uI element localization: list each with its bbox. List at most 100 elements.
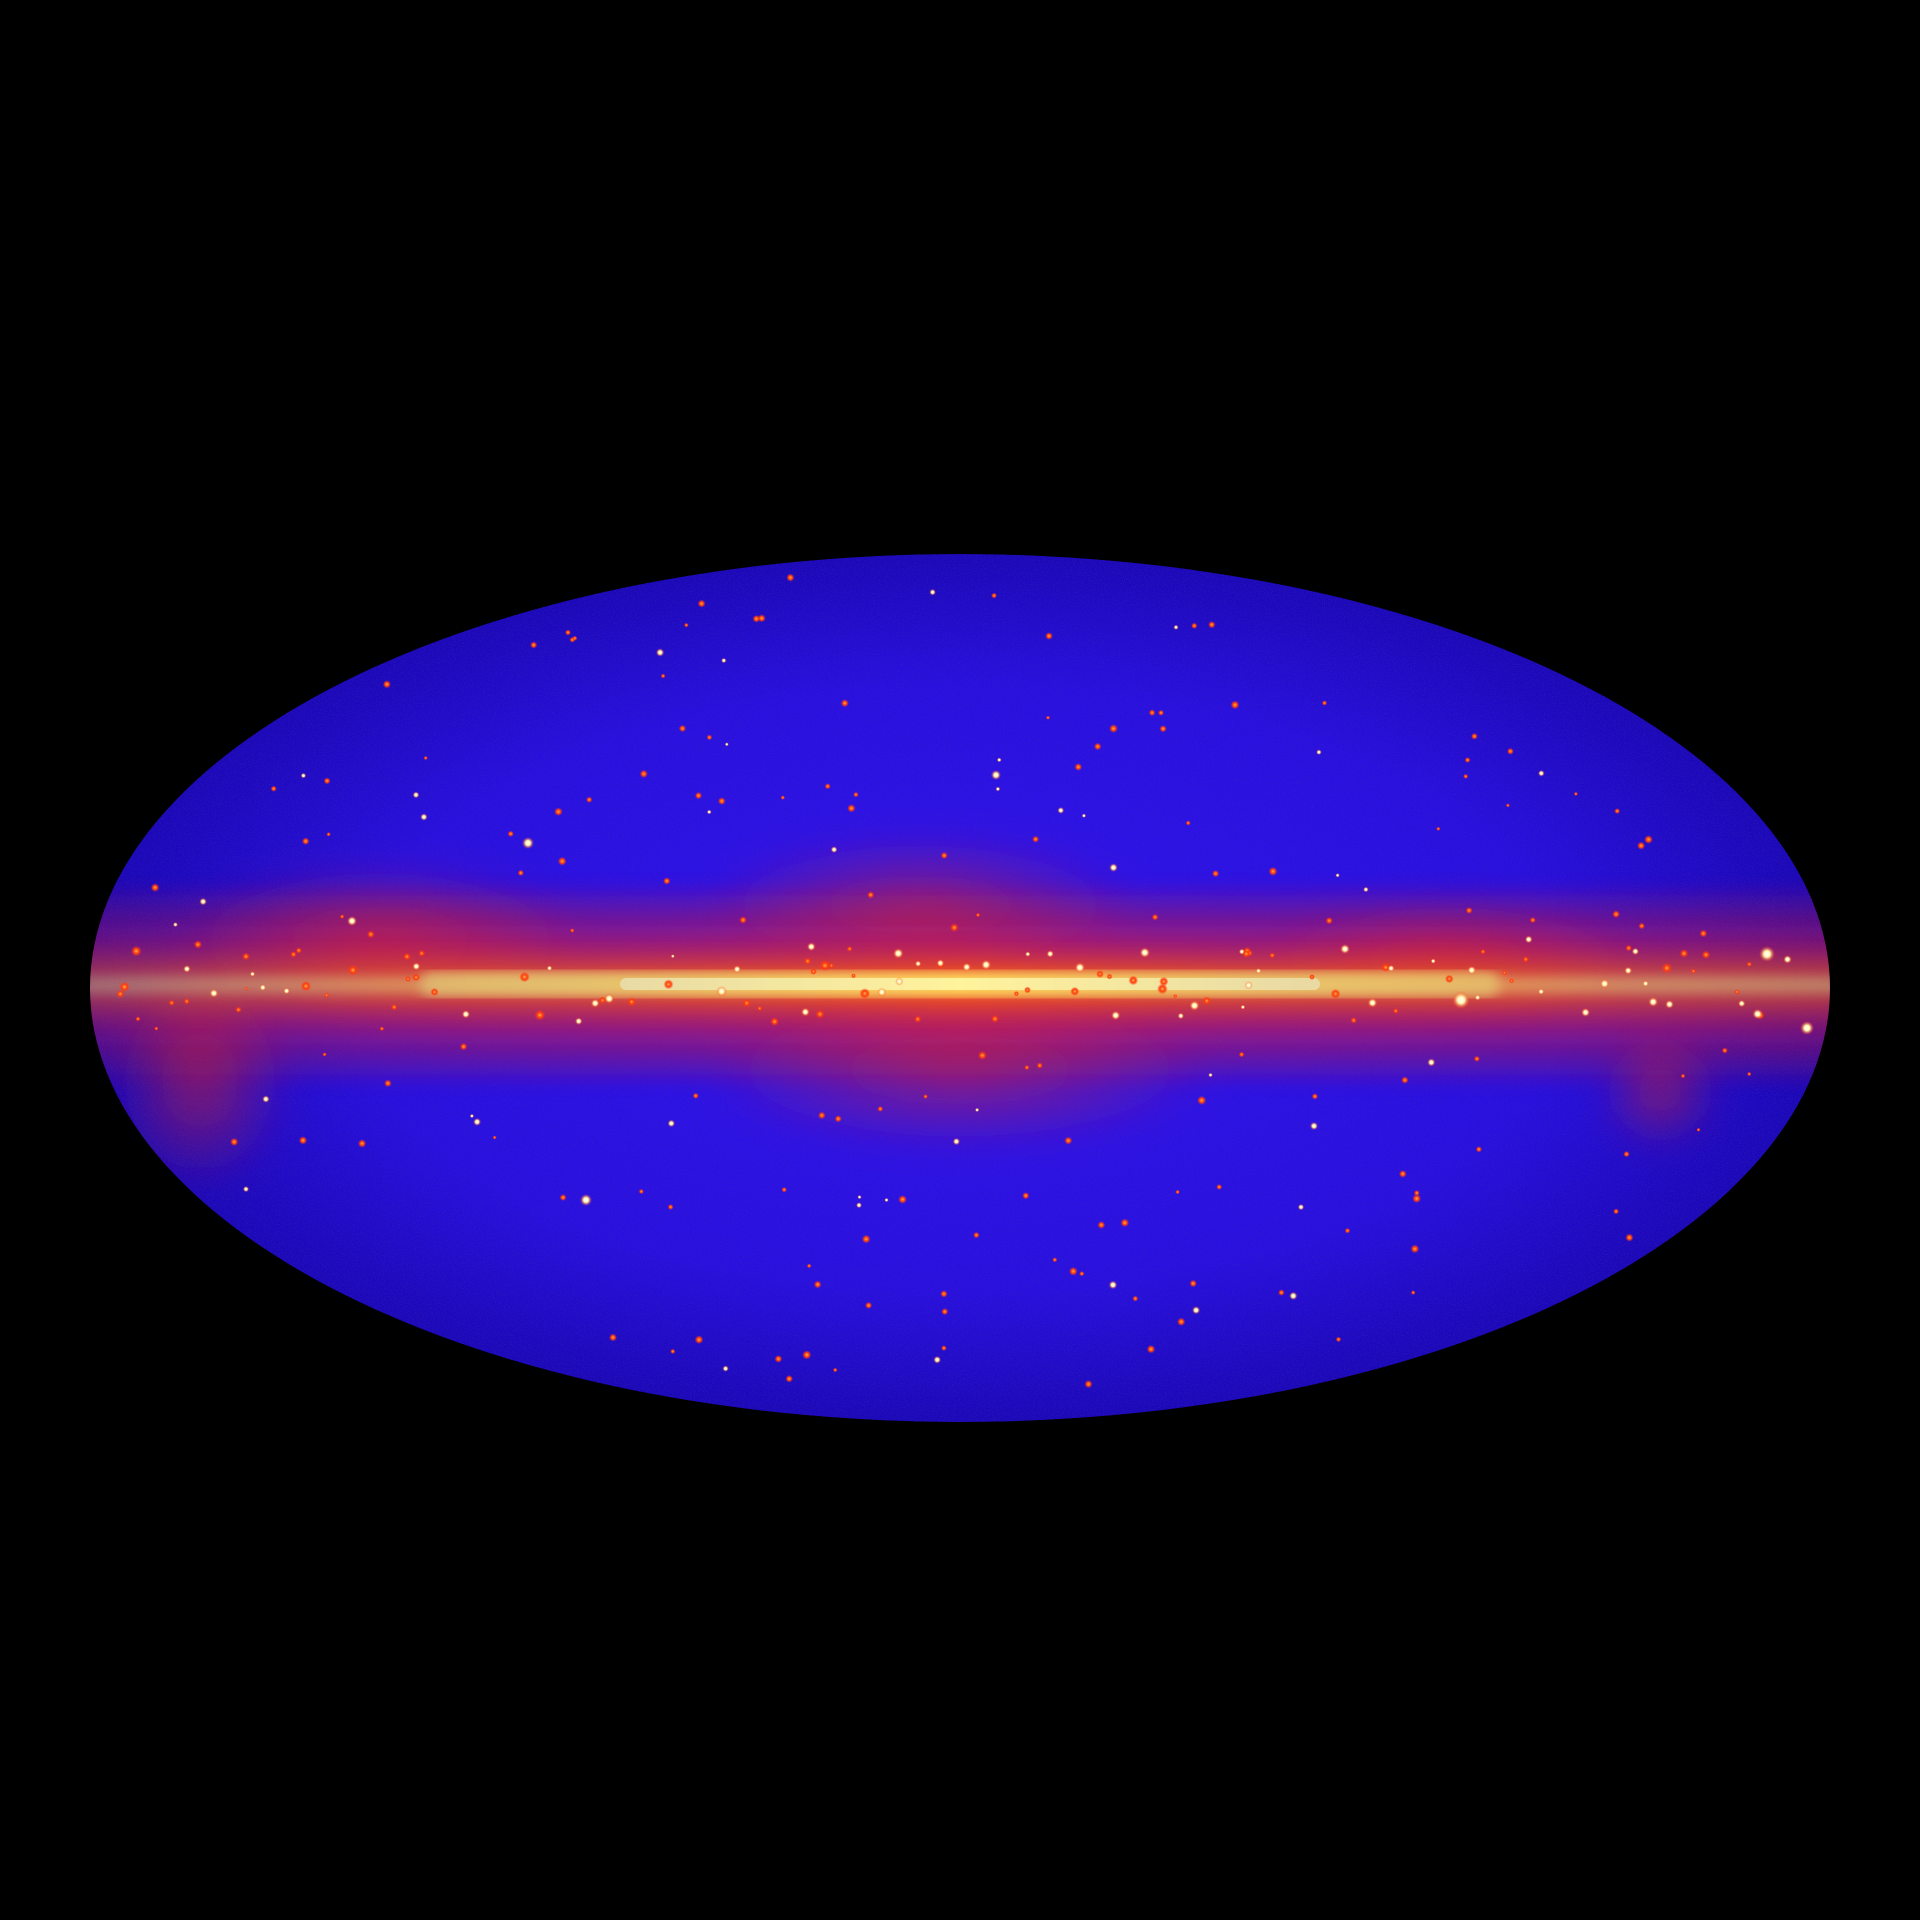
point-source-dot [507,830,514,837]
point-source-dot [1475,1146,1482,1153]
point-source-dot [1509,978,1515,984]
point-source-dot [867,891,875,899]
point-source-dot [403,952,411,961]
point-source-dot [1189,1000,1200,1011]
point-source-dot [1106,973,1113,980]
point-source-dot [135,1016,141,1022]
point-source-dot [517,869,524,877]
point-source-dot [559,1194,567,1201]
point-source-dot [574,1017,583,1025]
point-source-dot [554,807,563,816]
point-source-dot [706,809,712,815]
point-source-dot [1013,991,1020,997]
point-source-dot [1387,964,1395,972]
point-source-dot [974,1107,980,1113]
point-source-dot [1350,1017,1357,1024]
point-source-dot [824,783,831,790]
point-source-dot [706,734,713,741]
point-source-dot [609,1333,617,1342]
point-source-dot [423,755,428,761]
point-source-dot [1471,733,1478,740]
point-source-dot [1800,1021,1814,1035]
point-source-dot [806,942,816,952]
point-source-dot [1642,980,1649,987]
point-source-dot [981,959,992,970]
point-source-dot [898,1195,907,1204]
point-source-dot [1309,974,1315,980]
point-source-dot [473,1117,482,1126]
point-source-dot [1036,1062,1043,1069]
point-source-dot [1191,622,1198,629]
point-source-dot [249,971,256,977]
point-source-dot [116,989,125,999]
point-source-dot [1529,917,1536,924]
point-source-dot [973,1231,980,1239]
point-source-dot [1081,813,1087,818]
point-source-dot [884,1197,889,1203]
point-source-dot [1614,808,1621,814]
point-source-dot [684,622,689,628]
point-source-dot [914,1015,922,1023]
point-source-dot [1680,1073,1686,1079]
point-source-dot [405,976,411,982]
point-source-dot [1325,917,1333,925]
point-source-dot [810,968,817,975]
point-source-dot [1507,747,1514,755]
point-source-dot [1311,1093,1318,1100]
point-source-dot [1069,1267,1078,1276]
point-source-dot [1108,1280,1118,1290]
point-source-dot [1157,983,1168,995]
point-source-dot [1024,986,1031,994]
point-source-dot [459,1042,468,1051]
point-source-dot [923,1094,928,1099]
point-source-dot [172,922,178,928]
point-source-dot [1064,1136,1073,1145]
point-source-dot [391,1003,398,1011]
point-source-dot [347,965,359,976]
point-source-dot [1393,1008,1399,1014]
point-source-dot [991,1014,999,1023]
sky-ellipse [90,554,1830,1422]
point-source-dot [1631,947,1640,956]
point-source-dot [724,742,729,747]
point-source-dot [893,948,904,959]
point-source-dot [1759,946,1775,962]
point-source-dot [1045,715,1051,720]
point-source-dot [815,1009,825,1019]
point-source-dot [1244,981,1253,990]
point-source-dot [492,1135,497,1140]
point-source-dot [847,804,856,813]
point-source-dot [991,592,997,599]
point-source-dot [586,796,593,803]
point-source-dot [1613,1208,1619,1215]
point-source-dot [1057,807,1065,814]
point-source-dot [1648,996,1659,1007]
point-source-dot [1278,1289,1285,1296]
point-source-dot [802,1350,812,1360]
point-source-dot [1132,1295,1139,1302]
point-source-dot [1094,742,1102,751]
point-source-dot [1467,965,1477,975]
point-source-dot [270,785,277,792]
point-source-dot [1335,873,1340,878]
point-source-dot [1159,725,1167,733]
point-source-dot [853,791,859,798]
point-source-dot [1399,1170,1407,1178]
point-source-dot [1175,1189,1180,1195]
point-source-dot [412,962,421,971]
point-source-dot [154,1026,159,1031]
point-source-dot [785,1375,793,1383]
point-source-dot [300,772,307,779]
point-source-dot [1173,624,1179,630]
point-source-dot [1522,956,1529,963]
point-source-dot [832,1367,838,1373]
point-source-dot [324,992,330,998]
point-source-dot [1159,976,1169,987]
point-source-dot [1268,867,1278,876]
point-source-dot [780,795,785,800]
point-source-dot [774,1355,783,1363]
point-source-dot [244,986,249,991]
point-source-dot [1177,1012,1185,1020]
point-source-dot [895,977,904,986]
